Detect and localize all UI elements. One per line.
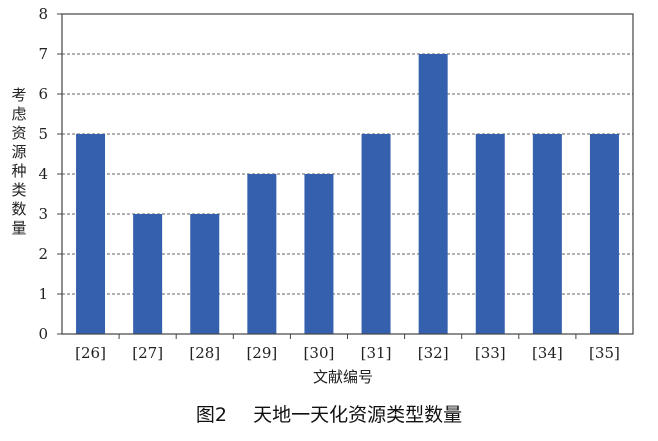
x-axis-title: 文献编号 bbox=[313, 368, 373, 386]
y-tick-label: 1 bbox=[38, 285, 48, 303]
y-axis-title-char: 考 bbox=[11, 86, 26, 104]
y-tick-label: 8 bbox=[38, 5, 48, 23]
bar bbox=[532, 134, 562, 334]
figure-number: 图2 bbox=[196, 404, 227, 426]
y-axis-title-char: 源 bbox=[11, 143, 26, 161]
x-tick-label: [27] bbox=[132, 344, 163, 362]
x-tick-label: [32] bbox=[418, 344, 449, 362]
y-tick-label: 7 bbox=[38, 45, 48, 63]
y-axis-title-char: 类 bbox=[11, 181, 26, 199]
y-axis-ticks: 0 1 2 3 4 5 6 7 8 bbox=[38, 5, 62, 343]
bar bbox=[76, 134, 106, 334]
x-tick-label: [26] bbox=[75, 344, 106, 362]
y-axis-title-char: 虑 bbox=[11, 105, 26, 123]
y-tick-label: 3 bbox=[38, 205, 48, 223]
figure-caption: 图2 天地一天化资源类型数量 bbox=[196, 404, 462, 426]
bars bbox=[76, 54, 619, 334]
y-tick-label: 2 bbox=[38, 245, 48, 263]
y-axis-title: 考虑资源种类数量 bbox=[11, 86, 26, 237]
x-tick-label: [31] bbox=[361, 344, 392, 362]
bar bbox=[247, 174, 277, 334]
y-tick-label: 6 bbox=[38, 85, 48, 103]
bar bbox=[190, 214, 220, 334]
x-axis-ticks: [26] [27] [28] [29] [30] [31] [32] [33] [34] [35] bbox=[75, 334, 620, 362]
y-axis-title-char: 资 bbox=[11, 124, 26, 142]
y-tick-label: 4 bbox=[38, 165, 48, 183]
y-axis-title-char: 量 bbox=[11, 219, 26, 237]
x-tick-label: [33] bbox=[475, 344, 506, 362]
y-tick-label: 0 bbox=[38, 325, 48, 343]
bar bbox=[133, 214, 163, 334]
bar bbox=[361, 134, 391, 334]
bar bbox=[475, 134, 505, 334]
y-axis-title-char: 数 bbox=[11, 200, 26, 218]
x-tick-label: [34] bbox=[532, 344, 563, 362]
y-tick-label: 5 bbox=[38, 125, 48, 143]
bar bbox=[304, 174, 334, 334]
bar bbox=[589, 134, 619, 334]
x-tick-label: [29] bbox=[246, 344, 277, 362]
bar bbox=[418, 54, 448, 334]
y-axis-title-char: 种 bbox=[11, 162, 26, 180]
x-tick-label: [35] bbox=[589, 344, 620, 362]
x-tick-label: [30] bbox=[304, 344, 335, 362]
figure-title: 天地一天化资源类型数量 bbox=[253, 404, 462, 426]
x-tick-label: [28] bbox=[189, 344, 220, 362]
